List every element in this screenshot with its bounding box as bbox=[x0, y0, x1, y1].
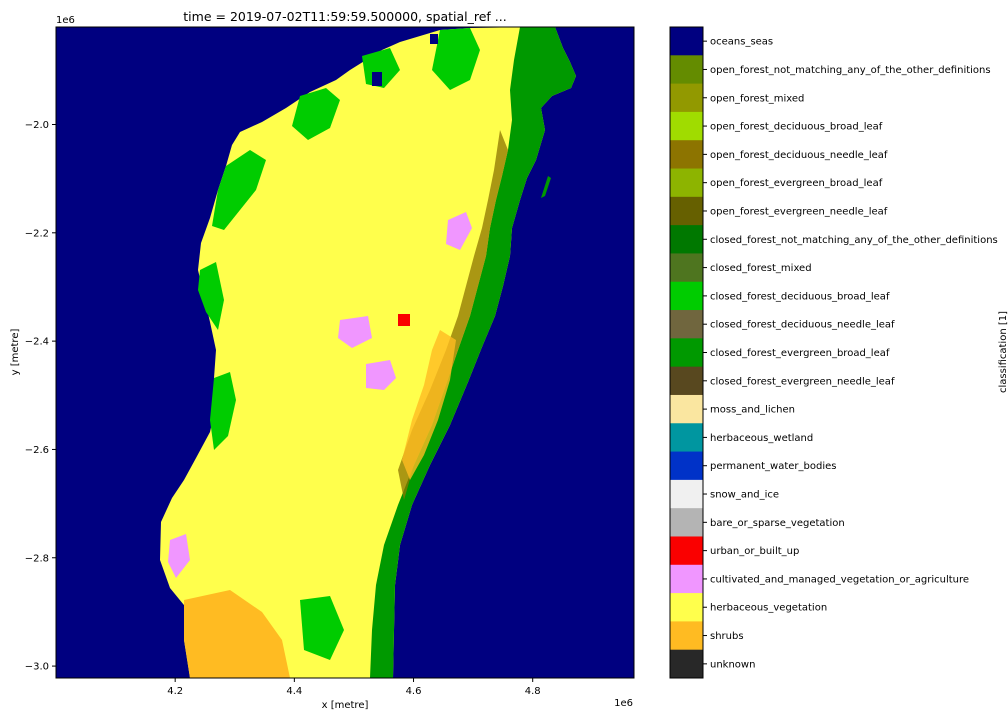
north-forest bbox=[432, 28, 480, 90]
y-tick-label: −2.8 bbox=[25, 553, 49, 564]
colorbar-swatch bbox=[670, 536, 703, 566]
west-forest-patch bbox=[210, 372, 236, 450]
colorbar-swatch bbox=[670, 253, 703, 283]
southwest-shrubs bbox=[184, 590, 290, 678]
y-tick-label: −2.6 bbox=[25, 445, 49, 456]
colorbar-class-label: open_forest_deciduous_needle_leaf bbox=[710, 150, 888, 161]
west-forest-patch bbox=[362, 48, 400, 88]
colorbar-swatch bbox=[670, 479, 703, 509]
x-tick-label: 4.6 bbox=[406, 686, 422, 697]
colorbar-class-label: permanent_water_bodies bbox=[710, 461, 837, 472]
colorbar-swatch bbox=[670, 564, 703, 594]
colorbar-swatch bbox=[670, 593, 703, 622]
colorbar-swatch bbox=[670, 196, 703, 226]
cultivated-highlands bbox=[168, 534, 190, 578]
colorbar-class-label: bare_or_sparse_vegetation bbox=[710, 518, 845, 529]
colorbar-frame bbox=[669, 26, 704, 679]
colorbar-class-label: shrubs bbox=[710, 631, 744, 642]
lake bbox=[372, 72, 382, 86]
colorbar-class-label: open_forest_deciduous_broad_leaf bbox=[710, 122, 883, 133]
x-tick-label: 4.2 bbox=[167, 686, 183, 697]
colorbar-class-label: urban_or_built_up bbox=[710, 546, 799, 557]
cultivated-highlands bbox=[446, 212, 472, 250]
x-axis-label: x [metre] bbox=[322, 700, 369, 711]
island bbox=[541, 176, 551, 198]
colorbar-class-label: closed_forest_deciduous_broad_leaf bbox=[710, 291, 890, 302]
colorbar-swatch bbox=[670, 394, 703, 424]
colorbar-swatch bbox=[670, 649, 703, 679]
colorbar-class-label: snow_and_ice bbox=[710, 490, 779, 501]
colorbar-class-label: closed_forest_evergreen_needle_leaf bbox=[710, 376, 895, 387]
cultivated-highlands bbox=[366, 360, 396, 390]
landmass-herbaceous bbox=[160, 27, 576, 678]
map-panel bbox=[56, 27, 634, 678]
urban-area bbox=[398, 314, 410, 326]
colorbar-swatch bbox=[670, 621, 703, 651]
colorbar-class-label: oceans_seas bbox=[710, 37, 773, 48]
colorbar-class-label: unknown bbox=[710, 659, 755, 670]
east-shrubs bbox=[402, 330, 456, 480]
colorbar-swatch bbox=[670, 55, 703, 85]
plot-frame bbox=[55, 26, 635, 679]
lake bbox=[430, 34, 438, 44]
colorbar-swatch bbox=[670, 310, 703, 339]
y-axis-offset: 1e6 bbox=[56, 15, 75, 26]
colorbar-swatch bbox=[670, 83, 703, 113]
colorbar-swatch bbox=[670, 366, 703, 396]
colorbar-class-label: open_forest_mixed bbox=[710, 93, 804, 104]
colorbar-class-label: closed_forest_evergreen_broad_leaf bbox=[710, 348, 890, 359]
x-axis-offset: 1e6 bbox=[614, 698, 633, 709]
west-forest-patch bbox=[212, 150, 266, 230]
west-forest-patch bbox=[198, 262, 224, 330]
colorbar: oceans_seas open_forest_not_matching_any_… bbox=[669, 26, 998, 679]
colorbar-class-label: cultivated_and_managed_vegetation_or_agr… bbox=[710, 574, 969, 585]
colorbar-swatch bbox=[670, 225, 703, 254]
colorbar-swatch bbox=[670, 423, 703, 453]
x-tick-label: 4.8 bbox=[525, 686, 541, 697]
y-axis-label: y [metre] bbox=[10, 329, 21, 376]
colorbar-swatch bbox=[670, 281, 703, 311]
colorbar-label: classification [1] bbox=[998, 311, 1008, 393]
colorbar-swatch bbox=[670, 111, 703, 141]
colorbar-swatch bbox=[670, 508, 703, 537]
colorbar-class-label: herbaceous_wetland bbox=[710, 433, 813, 444]
y-tick-label: −2.0 bbox=[25, 120, 49, 131]
y-tick-label: −3.0 bbox=[25, 662, 49, 673]
colorbar-class-label: open_forest_evergreen_needle_leaf bbox=[710, 206, 888, 217]
south-forest bbox=[300, 596, 344, 660]
colorbar-swatch bbox=[670, 168, 703, 198]
colorbar-class-label: open_forest_evergreen_broad_leaf bbox=[710, 178, 883, 189]
colorbar-swatch bbox=[670, 27, 703, 56]
map-title: time = 2019-07-02T11:59:59.500000, spati… bbox=[183, 9, 506, 24]
colorbar-swatch bbox=[670, 451, 703, 481]
y-tick-label: −2.2 bbox=[25, 228, 49, 239]
colorbar-swatch bbox=[670, 140, 703, 170]
colorbar-class-label: herbaceous_vegetation bbox=[710, 603, 827, 614]
colorbar-class-label: closed_forest_deciduous_needle_leaf bbox=[710, 320, 895, 331]
y-axis-ticks: −2.0 −2.2 −2.4 −2.6 −2.8 −3.0 bbox=[25, 120, 56, 673]
colorbar-swatch bbox=[670, 338, 703, 368]
east-forest-belt bbox=[370, 27, 576, 678]
colorbar-class-label: moss_and_lichen bbox=[710, 405, 795, 416]
colorbar-class-label: closed_forest_mixed bbox=[710, 263, 812, 274]
colorbar-class-label: closed_forest_not_matching_any_of_the_ot… bbox=[710, 235, 998, 246]
west-forest-patch bbox=[292, 88, 340, 140]
y-tick-label: −2.4 bbox=[25, 337, 49, 348]
x-axis-ticks: 4.2 4.4 4.6 4.8 bbox=[167, 678, 541, 697]
cultivated-highlands bbox=[338, 316, 372, 348]
colorbar-class-label: open_forest_not_matching_any_of_the_othe… bbox=[710, 65, 991, 76]
x-tick-label: 4.4 bbox=[286, 686, 302, 697]
